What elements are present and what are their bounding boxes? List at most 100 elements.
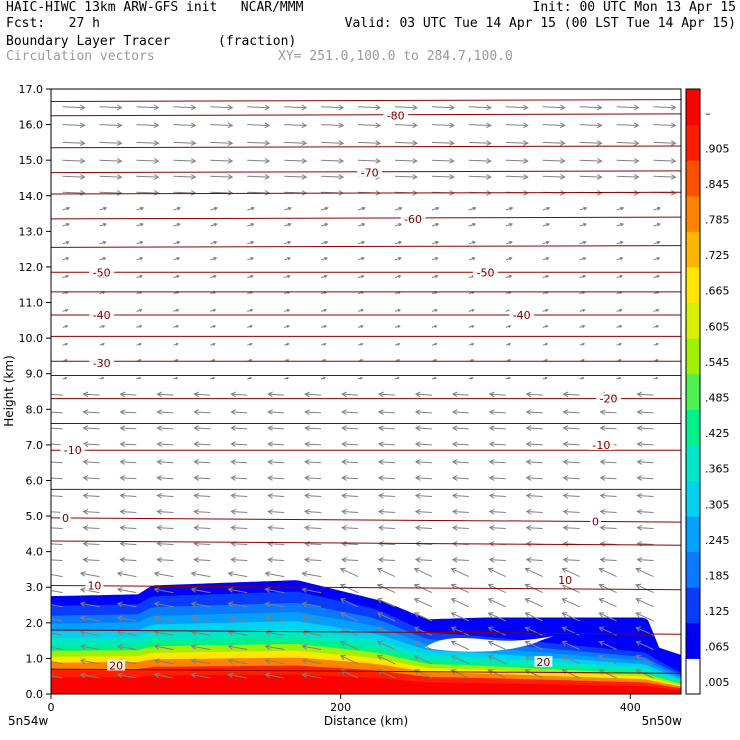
vector-arrow xyxy=(62,274,70,279)
vector-arrow xyxy=(542,206,551,211)
vector-arrow xyxy=(357,158,382,164)
vector-arrow xyxy=(579,174,603,180)
vector-arrow xyxy=(304,475,322,481)
vector-arrow xyxy=(635,640,654,650)
vector-arrow xyxy=(341,557,359,563)
vector-arrow xyxy=(193,459,211,465)
colorbar-swatch xyxy=(686,231,700,268)
vector-arrow xyxy=(267,508,285,515)
contour-label: -40 xyxy=(93,309,111,322)
vector-arrow xyxy=(136,240,144,245)
vector-arrow xyxy=(153,571,174,578)
vector-arrow xyxy=(119,557,137,563)
vector-arrow xyxy=(301,601,322,608)
vector-arrow xyxy=(505,222,514,227)
vector-arrow xyxy=(339,640,359,650)
vector-arrow xyxy=(267,459,285,465)
vector-arrow xyxy=(173,240,181,245)
vector-arrow xyxy=(99,325,106,328)
vector-arrow xyxy=(82,391,100,398)
vector-arrow xyxy=(51,509,63,515)
vector-arrow xyxy=(414,475,432,481)
cross-section-endpoints: XY= 251.0,100.0 to 284.7,100.0 xyxy=(278,49,513,64)
vector-arrow xyxy=(210,274,217,279)
vector-arrow xyxy=(304,391,322,398)
vector-arrow xyxy=(62,308,69,312)
vector-arrow xyxy=(598,612,617,622)
vector-arrow xyxy=(51,632,63,636)
vector-arrow xyxy=(542,376,548,380)
contour-label-bg xyxy=(60,444,86,456)
vector-arrow xyxy=(304,492,322,499)
vector-arrow xyxy=(413,567,433,578)
vector-arrow xyxy=(394,174,418,180)
vector-arrow xyxy=(136,256,144,261)
vector-arrow xyxy=(230,524,248,531)
vector-arrow xyxy=(451,459,469,465)
vector-arrow xyxy=(230,492,248,499)
vector-arrow xyxy=(542,140,566,146)
vector-arrow xyxy=(119,409,137,415)
y-tick-label: 11.0 xyxy=(19,297,44,310)
vector-arrow xyxy=(210,256,218,261)
vector-arrow xyxy=(524,640,543,650)
vector-arrow xyxy=(156,425,174,432)
vector-arrow xyxy=(79,658,100,665)
header-valid-time: Valid: 03 UTC Tue 14 Apr 15 (00 LST Tue … xyxy=(344,16,736,31)
vector-arrow xyxy=(51,441,63,447)
vector-arrow xyxy=(488,409,506,415)
vector-arrow xyxy=(616,222,624,227)
vector-arrow xyxy=(451,557,469,563)
temperature-contour-line xyxy=(51,113,681,117)
vector-arrow xyxy=(357,104,382,111)
temperature-contour-line xyxy=(51,145,681,149)
y-tick-label: 4.0 xyxy=(26,546,44,559)
vector-arrow xyxy=(210,222,218,227)
vector-arrow xyxy=(51,409,63,415)
y-tick-label: 13.0 xyxy=(19,225,44,238)
vector-arrow xyxy=(616,274,624,279)
vector-arrow xyxy=(173,104,197,111)
vector-arrow xyxy=(394,140,418,146)
vector-arrow xyxy=(357,256,366,261)
vector-arrow xyxy=(599,492,617,499)
vector-arrow xyxy=(413,640,433,650)
vector-arrow xyxy=(341,391,359,398)
vector-arrow xyxy=(616,376,622,380)
x-right-corner-label: 5n50w xyxy=(642,714,683,728)
vector-arrow xyxy=(136,342,142,346)
vector-arrow xyxy=(119,475,137,481)
vector-arrow xyxy=(173,122,197,129)
vector-arrow xyxy=(230,441,248,448)
vector-arrow xyxy=(320,342,327,346)
vector-arrow xyxy=(153,672,174,679)
vector-arrow xyxy=(505,376,511,380)
vector-arrow xyxy=(413,583,433,594)
vector-arrow xyxy=(51,604,63,608)
vector-arrow xyxy=(247,325,254,328)
vector-arrow xyxy=(414,557,432,563)
y-tick-label: 9.0 xyxy=(26,368,44,381)
vector-arrow xyxy=(99,190,123,196)
vector-arrow xyxy=(190,644,211,650)
vector-arrow xyxy=(413,626,433,636)
vector-arrow xyxy=(451,391,469,398)
vector-arrow xyxy=(153,601,174,608)
vector-arrow xyxy=(488,441,506,448)
vector-arrow xyxy=(99,140,123,146)
vector-arrow xyxy=(525,391,543,398)
colorbar-label: .065 xyxy=(705,641,730,654)
colorbar-label: .785 xyxy=(705,214,730,227)
colorbar-swatch xyxy=(686,89,700,126)
vector-arrow xyxy=(267,557,285,563)
vector-arrow xyxy=(119,540,137,547)
vector-arrow xyxy=(136,206,145,211)
vector-arrow xyxy=(357,376,364,380)
vector-arrow xyxy=(79,629,100,636)
vector-arrow xyxy=(579,206,588,211)
vector-arrow xyxy=(579,342,586,346)
colorbar-label: .545 xyxy=(705,356,730,369)
vector-arrow xyxy=(51,459,63,465)
vector-arrow xyxy=(230,557,248,563)
vector-arrow xyxy=(636,391,654,398)
